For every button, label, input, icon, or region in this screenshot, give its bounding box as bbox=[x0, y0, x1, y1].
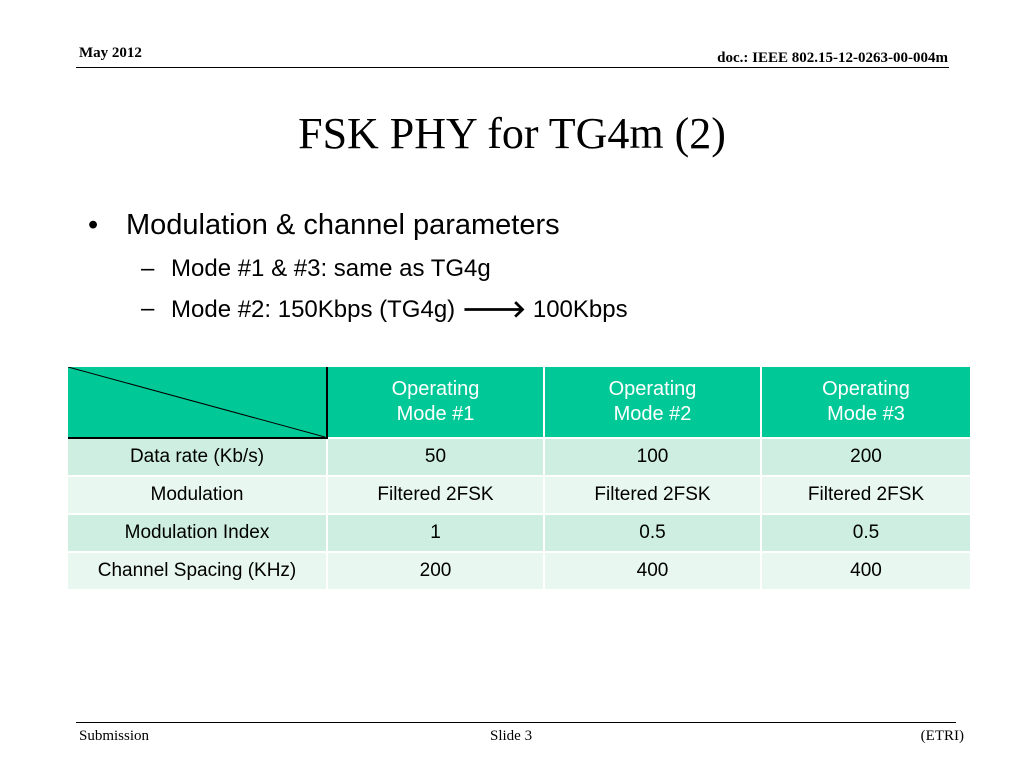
header-line2: Mode #2 bbox=[613, 403, 692, 425]
table-cell: Filtered 2FSK bbox=[544, 476, 762, 515]
bullet-mark: • bbox=[88, 209, 99, 241]
parameters-table: Operating Mode #1 Operating Mode #2 Operat… bbox=[68, 367, 972, 591]
table-row: Modulation Filtered 2FSK Filtered 2FSK F… bbox=[68, 476, 972, 515]
dash-mark: – bbox=[141, 295, 155, 322]
table-cell: 200 bbox=[761, 438, 972, 477]
header-line1: Operating bbox=[608, 378, 697, 400]
slide-title: FSK PHY for TG4m (2) bbox=[298, 109, 726, 158]
bullet-text: Mode #2: 150Kbps (TG4g) 🡒 100Kbps bbox=[171, 293, 628, 326]
table-cell: 100 bbox=[544, 438, 762, 477]
table-cell: Filtered 2FSK bbox=[761, 476, 972, 515]
bullet-text-before: Mode #2: 150Kbps (TG4g) bbox=[171, 296, 462, 323]
header-date: May 2012 bbox=[79, 45, 142, 61]
row-label: Modulation Index bbox=[68, 514, 328, 553]
header-line1: Operating bbox=[822, 378, 910, 400]
table-header-cell: Operating Mode #2 bbox=[544, 367, 762, 439]
diagonal-line bbox=[68, 367, 325, 437]
bullet-text: Modulation & channel parameters bbox=[126, 209, 560, 241]
table-header-cell: Operating Mode #1 bbox=[327, 367, 545, 439]
footer-slide-number: Slide 3 bbox=[490, 728, 533, 744]
dash-mark: – bbox=[141, 255, 155, 282]
table-row: Channel Spacing (KHz) 200 400 400 bbox=[68, 552, 972, 591]
table-cell: 1 bbox=[327, 514, 545, 553]
bullet-text: Mode #1 & #3: same as TG4g bbox=[171, 255, 491, 282]
row-label: Modulation bbox=[68, 476, 328, 515]
row-label: Data rate (Kb/s) bbox=[68, 438, 328, 477]
bullet-text-after: 100Kbps bbox=[526, 296, 628, 323]
table-cell: 400 bbox=[761, 552, 972, 591]
right-arrow-icon: 🡒 bbox=[461, 295, 527, 323]
header-line2: Mode #1 bbox=[396, 403, 475, 425]
header-rule bbox=[76, 67, 949, 68]
table-cell: 50 bbox=[327, 438, 545, 477]
table-cell: Filtered 2FSK bbox=[327, 476, 545, 515]
table-cell: 200 bbox=[327, 552, 545, 591]
table-row: Modulation Index 1 0.5 0.5 bbox=[68, 514, 972, 553]
table-header-row: Operating Mode #1 Operating Mode #2 Operat… bbox=[68, 367, 972, 439]
header-doc-id: doc.: IEEE 802.15-12-0263-00-004m bbox=[717, 50, 948, 66]
row-label: Channel Spacing (KHz) bbox=[68, 552, 328, 591]
table-cell: 0.5 bbox=[544, 514, 762, 553]
table-header-cell: Operating Mode #3 bbox=[761, 367, 972, 439]
header-line1: Operating bbox=[391, 378, 480, 400]
footer-rule bbox=[76, 722, 956, 723]
table-corner-cell bbox=[68, 367, 328, 439]
table-cell: 0.5 bbox=[761, 514, 972, 553]
footer-submission: Submission bbox=[79, 728, 150, 744]
header-line2: Mode #3 bbox=[827, 403, 905, 425]
footer-organization: (ETRI) bbox=[920, 728, 964, 744]
table-row: Data rate (Kb/s) 50 100 200 bbox=[68, 438, 972, 477]
table-cell: 400 bbox=[544, 552, 762, 591]
